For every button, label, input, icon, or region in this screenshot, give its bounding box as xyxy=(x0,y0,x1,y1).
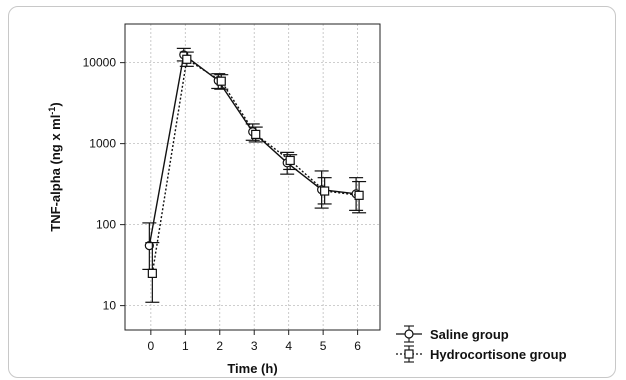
series-hydrocortisone xyxy=(145,51,367,303)
series-line xyxy=(148,53,357,246)
data-point-square xyxy=(285,155,295,166)
data-point-square xyxy=(147,268,157,278)
x-tick-label: 5 xyxy=(320,339,327,353)
x-tick-label: 1 xyxy=(182,339,189,353)
legend-label: Hydrocortisone group xyxy=(430,347,567,362)
data-point-square xyxy=(354,190,364,200)
data-point-square xyxy=(320,186,330,196)
plot-area xyxy=(124,23,381,331)
x-tick-label: 4 xyxy=(285,339,292,353)
x-tick-label: 0 xyxy=(148,339,155,353)
data-point-square xyxy=(216,76,226,86)
data-point-square xyxy=(251,129,261,140)
y-tick-label: 100 xyxy=(96,218,116,232)
grid-lines xyxy=(125,24,380,330)
data-point-square xyxy=(182,54,192,64)
legend-item: Hydrocortisone group xyxy=(396,345,567,363)
y-tick-label: 10 xyxy=(103,299,117,313)
x-tick-label: 3 xyxy=(251,339,258,353)
y-axis-title-end: ) xyxy=(48,102,63,106)
y-tick-label: 10000 xyxy=(83,56,117,70)
legend-item: Saline group xyxy=(396,325,509,343)
legend: Saline group Hydrocortisone group xyxy=(396,325,567,363)
y-axis-title: TNF-alpha (ng x ml-1) xyxy=(47,102,63,231)
axis-ticks: 0 1 2 3 4 5 6 10 100 1000 10000 xyxy=(83,56,362,353)
y-axis-title-main: TNF-alpha (ng x ml xyxy=(48,115,63,232)
series-line xyxy=(151,58,360,274)
legend-marker-square xyxy=(404,349,414,359)
x-axis-title: Time (h) xyxy=(227,361,277,376)
x-tick-label: 2 xyxy=(216,339,223,353)
y-axis-title-unit-exponent: -1 xyxy=(47,107,57,115)
series-layer xyxy=(142,47,367,303)
legend-label: Saline group xyxy=(430,327,509,342)
x-tick-label: 6 xyxy=(354,339,361,353)
series-saline xyxy=(142,47,364,271)
y-tick-label: 1000 xyxy=(89,137,116,151)
legend-marker-circle xyxy=(404,329,414,339)
figure-frame xyxy=(8,6,616,378)
data-point-circle xyxy=(144,241,154,251)
